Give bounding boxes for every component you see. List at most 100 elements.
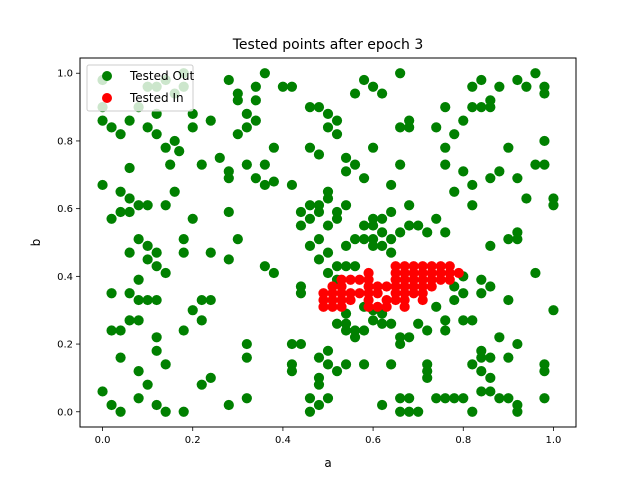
data-point-tested-out (106, 325, 117, 336)
data-point-tested-out (151, 247, 162, 258)
data-point-tested-out (503, 352, 514, 363)
data-point-tested-out (422, 372, 433, 384)
data-point-tested-out (458, 393, 469, 404)
data-point-tested-out (503, 294, 514, 306)
data-point-tested-out (259, 68, 270, 79)
data-point-tested-out (349, 88, 361, 99)
data-point-tested-out (133, 274, 144, 285)
data-point-tested-out (431, 301, 442, 312)
data-point-tested-out (133, 366, 144, 377)
legend-marker-tested-out (102, 71, 112, 81)
data-point-tested-out (295, 220, 307, 231)
data-point-tested-out (485, 95, 496, 106)
data-point-tested-out (277, 81, 289, 92)
data-point-tested-out (512, 74, 523, 86)
data-point-tested-out (322, 345, 334, 356)
data-point-tested-out (340, 200, 352, 211)
data-point-tested-out (97, 386, 108, 397)
data-point-tested-out (313, 149, 325, 160)
data-point-tested-out (340, 240, 352, 251)
data-point-tested-in (345, 274, 356, 285)
y-tick-label: 0.6 (57, 204, 73, 215)
data-point-tested-out (322, 122, 334, 133)
data-point-tested-out (250, 173, 261, 184)
x-axis-label: a (324, 456, 331, 470)
data-point-tested-out (377, 240, 388, 251)
data-point-tested-in (318, 288, 329, 299)
data-point-tested-out (422, 227, 433, 238)
x-tick-label: 1.0 (546, 435, 562, 446)
data-point-tested-out (358, 359, 370, 370)
data-point-tested-out (322, 220, 334, 231)
data-point-tested-out (548, 200, 559, 211)
data-point-tested-out (142, 200, 153, 211)
data-point-tested-out (97, 115, 108, 126)
data-point-tested-out (115, 325, 126, 336)
data-point-tested-out (232, 129, 243, 140)
data-point-tested-out (223, 74, 234, 86)
data-point-tested-out (97, 179, 108, 191)
data-point-tested-out (232, 95, 243, 106)
data-point-tested-out (503, 234, 514, 245)
data-point-tested-out (449, 393, 460, 404)
data-point-tested-out (476, 352, 487, 363)
data-point-tested-out (367, 213, 379, 224)
data-point-tested-out (386, 247, 397, 258)
data-point-tested-in (381, 294, 392, 306)
data-point-tested-out (467, 179, 478, 191)
data-point-tested-out (386, 206, 397, 218)
data-point-tested-out (313, 234, 325, 245)
y-tick-label: 0.4 (57, 272, 73, 283)
data-point-tested-in (354, 274, 365, 285)
data-point-tested-out (304, 200, 316, 211)
data-point-tested-in (444, 261, 455, 272)
data-point-tested-out (476, 288, 487, 299)
data-point-tested-out (512, 173, 523, 184)
data-point-tested-out (250, 95, 261, 106)
data-point-tested-out (539, 393, 550, 404)
data-point-tested-out (521, 193, 532, 204)
data-point-tested-out (340, 166, 352, 177)
data-point-tested-out (358, 325, 370, 336)
data-point-tested-out (530, 68, 541, 79)
data-point-tested-out (142, 240, 153, 251)
x-tick-label: 0.4 (275, 435, 291, 446)
data-point-tested-out (331, 115, 343, 126)
data-point-tested-out (349, 332, 361, 343)
data-point-tested-out (115, 406, 126, 417)
data-point-tested-out (467, 406, 478, 417)
data-point-tested-out (494, 166, 505, 177)
data-point-tested-out (340, 261, 352, 272)
data-point-tested-out (404, 393, 415, 404)
data-point-tested-out (295, 206, 307, 218)
y-axis-label: b (29, 239, 43, 247)
data-point-tested-out (241, 352, 252, 363)
data-point-tested-out (377, 399, 388, 411)
data-point-tested-out (395, 159, 406, 170)
data-point-tested-out (223, 254, 234, 265)
data-point-tested-out (115, 186, 126, 197)
data-point-tested-in (426, 261, 437, 272)
data-point-tested-out (358, 173, 370, 184)
data-point-tested-out (331, 129, 343, 140)
data-point-tested-out (322, 393, 334, 404)
data-point-tested-out (124, 162, 135, 174)
data-point-tested-out (304, 213, 316, 224)
data-point-tested-out (214, 152, 225, 163)
data-point-tested-out (106, 213, 117, 224)
data-point-tested-out (241, 108, 252, 119)
chart-title: Tested points after epoch 3 (232, 37, 424, 53)
axes-frame (79, 57, 577, 428)
data-point-tested-out (322, 193, 334, 204)
data-point-tested-out (187, 122, 198, 133)
data-point-tested-out (124, 288, 135, 299)
data-point-tested-out (322, 359, 334, 370)
y-tick-label: 0.2 (57, 340, 73, 351)
data-point-tested-in (435, 261, 446, 272)
data-point-tested-out (548, 305, 559, 316)
data-point-tested-out (512, 338, 523, 350)
data-point-tested-out (485, 352, 496, 363)
data-point-tested-out (530, 159, 541, 170)
data-point-tested-out (367, 315, 379, 326)
